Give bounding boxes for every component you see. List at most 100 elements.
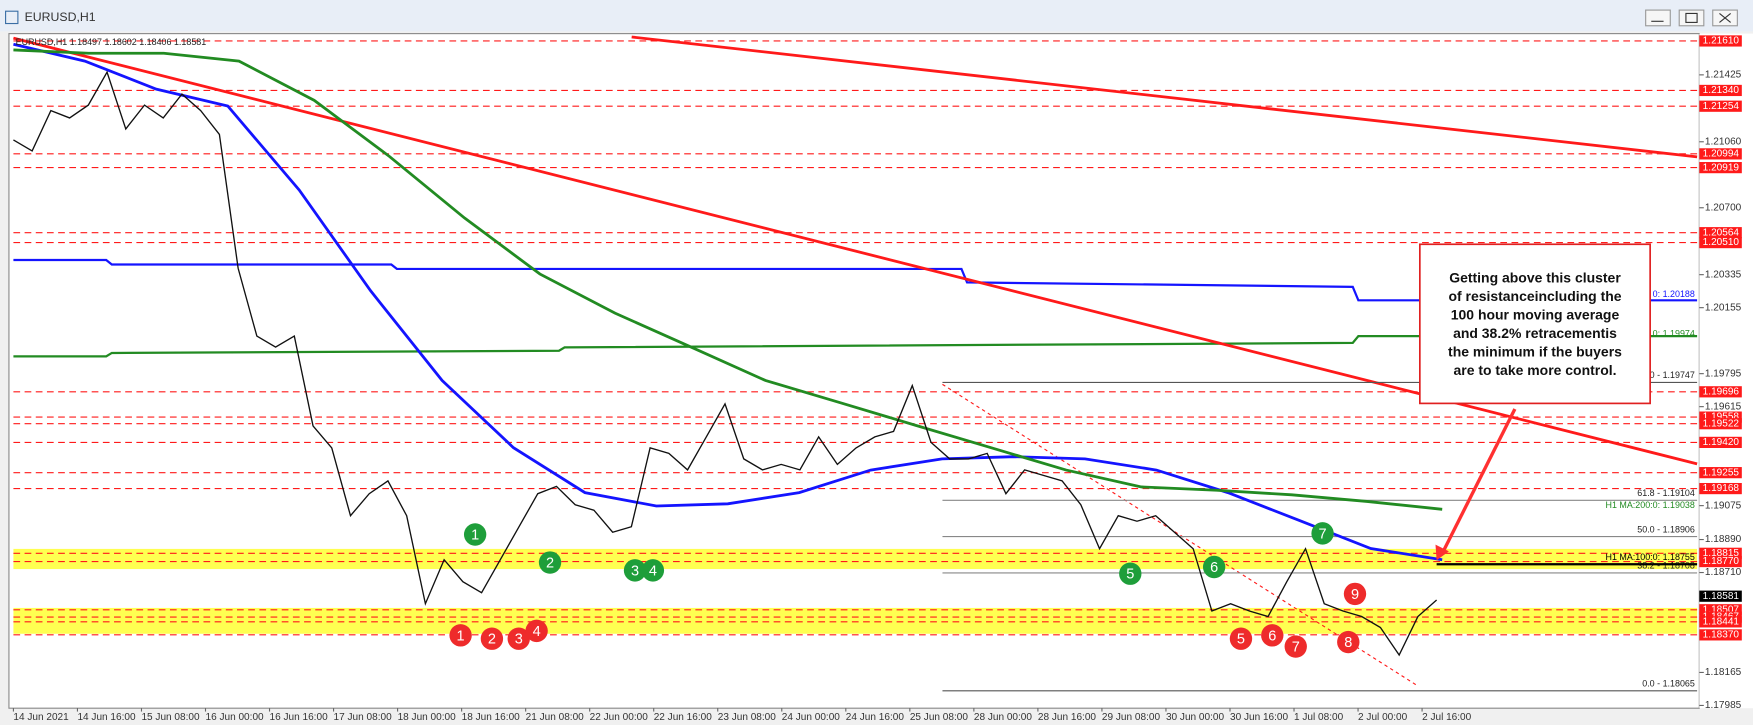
level-label-bg	[1699, 436, 1742, 448]
level-label: 1.19558	[1703, 412, 1740, 423]
red-marker-label: 6	[1268, 628, 1276, 644]
maximize-button[interactable]	[1678, 9, 1705, 27]
maximize-glyph	[1685, 12, 1698, 23]
red-marker	[480, 627, 504, 650]
level-label: 1.21610	[1703, 36, 1740, 47]
support-zone	[13, 607, 1698, 634]
time-label: 30 Jun 00:00	[1166, 712, 1225, 723]
level-label: 1.19420	[1703, 437, 1740, 448]
time-label: 17 Jun 08:00	[334, 712, 393, 723]
ma100-line	[13, 42, 1443, 562]
title-bar	[0, 0, 1753, 32]
time-label: 24 Jun 00:00	[782, 712, 841, 723]
price-tick-label: 1.18710	[1705, 567, 1742, 578]
fib-label: 0.0 - 1.18065	[1642, 678, 1695, 688]
level-label: 1.21340	[1703, 85, 1740, 96]
annotation-line: are to take more control.	[1453, 362, 1616, 378]
time-label: 28 Jun 00:00	[974, 712, 1033, 723]
price-tick-label: 1.21060	[1705, 136, 1742, 147]
plot-area	[8, 33, 1700, 709]
red-marker-label: 9	[1351, 587, 1359, 603]
level-label-bg	[1699, 418, 1742, 430]
annotation: Getting above this cluster of resistancei…	[1448, 270, 1622, 378]
level-label: 1.20510	[1703, 237, 1740, 248]
green-marker-label: 4	[649, 563, 657, 579]
level-label-bg	[1699, 604, 1742, 616]
level-label: 1.19255	[1703, 467, 1740, 478]
green-marker	[538, 551, 562, 574]
level-label-bg	[1699, 411, 1742, 423]
red-marker-label: 2	[488, 632, 496, 648]
annotation-line: and 38.2% retracementis	[1453, 325, 1617, 341]
fib-label: 50.0 - 1.18906	[1637, 524, 1695, 534]
level-label-bg	[1699, 616, 1742, 628]
time-label: 2 Jul 16:00	[1422, 712, 1472, 723]
level-label: 1.19168	[1703, 483, 1740, 494]
red-marker	[1337, 630, 1360, 654]
minimize-button[interactable]	[1645, 9, 1671, 27]
level-label-bg	[1699, 547, 1742, 559]
level-label-bg	[1699, 467, 1742, 479]
green-marker	[641, 559, 665, 582]
markers: 12 3 4 5 671 2 3 4 5 67 89	[449, 522, 1367, 658]
time-label: 22 Jun 16:00	[654, 712, 713, 723]
red-marker	[1284, 635, 1307, 658]
time-label: 24 Jun 16:00	[846, 712, 905, 723]
price-line	[13, 70, 1438, 657]
annotation-line: 100 hour moving average	[1451, 307, 1620, 323]
level-label: 1.20994	[1703, 149, 1740, 160]
red-marker-label: 1	[457, 628, 465, 644]
green-marker	[463, 523, 487, 546]
green-marker-label: 1	[471, 527, 479, 543]
price-tick-label: 1.19795	[1705, 368, 1742, 379]
level-label: 1.20919	[1703, 162, 1740, 173]
current-price-label: 1.18581	[1703, 591, 1740, 602]
daily-ma100-line	[13, 258, 1698, 302]
time-label: 30 Jun 16:00	[1230, 712, 1289, 723]
fib-label: 0.0 - 1.19747	[1642, 370, 1695, 380]
time-label: 21 Jun 08:00	[526, 712, 585, 723]
level-label: 1.18370	[1703, 630, 1740, 641]
time-label: 25 Jun 08:00	[910, 712, 969, 723]
red-marker	[525, 619, 548, 643]
green-marker-label: 7	[1319, 526, 1327, 542]
time-label: 29 Jun 08:00	[1102, 712, 1161, 723]
red-marker-label: 5	[1237, 632, 1245, 648]
red-marker	[449, 624, 472, 647]
level-label-bg	[1699, 236, 1742, 249]
price-tick-label: 1.20155	[1705, 302, 1742, 313]
ma-label: H1 MA:200:0: 1.19038	[1606, 500, 1695, 510]
time-label: 18 Jun 16:00	[462, 712, 521, 723]
green-marker	[1202, 555, 1226, 579]
ma-label: H1 MA:100:0: 1.18755	[1606, 552, 1695, 562]
time-label: 28 Jun 16:00	[1038, 712, 1097, 723]
red-marker	[1343, 582, 1367, 606]
green-marker	[1119, 562, 1142, 585]
annotation-arrow	[1440, 408, 1517, 555]
price-tick-label: 1.20335	[1705, 269, 1742, 280]
red-marker	[1229, 627, 1253, 650]
green-marker	[623, 559, 647, 582]
annotation-line: the minimum if the buyers	[1448, 344, 1622, 360]
ma200-line	[13, 48, 1443, 511]
level-label-bg	[1699, 35, 1742, 47]
level-label-bg	[1699, 629, 1742, 641]
green-marker	[1311, 522, 1334, 545]
red-marker-label: 3	[515, 632, 523, 648]
price-tick-label: 1.18890	[1705, 534, 1742, 545]
time-label: 22 Jun 00:00	[590, 712, 649, 723]
level-label-bg	[1699, 386, 1742, 398]
green-marker-label: 3	[631, 563, 639, 579]
level-label: 1.21254	[1703, 101, 1740, 112]
level-label: 1.19522	[1703, 418, 1740, 429]
green-marker-label: 2	[546, 555, 554, 571]
price-tick-label: 1.20700	[1705, 202, 1742, 213]
level-label-bg	[1699, 162, 1742, 174]
time-label: 14 Jun 16:00	[77, 712, 136, 723]
support-zone	[13, 548, 1698, 570]
red-marker	[1261, 624, 1284, 647]
red-marker	[507, 627, 530, 650]
green-marker-label: 5	[1126, 567, 1134, 583]
